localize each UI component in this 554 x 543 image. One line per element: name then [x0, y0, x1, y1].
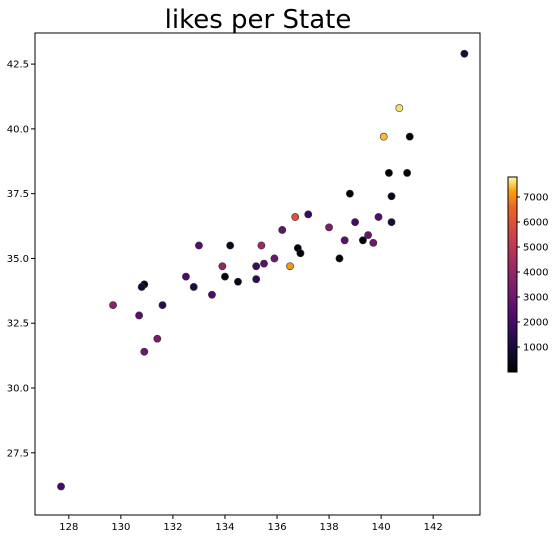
plot-area: 128 130 132 134 136 138 140 142 27.5 30.0 32.5 35.…	[7, 32, 481, 533]
colorbar-tick-label: 7000	[523, 193, 548, 204]
scatter-point	[221, 272, 229, 281]
scatter-point	[270, 254, 279, 263]
x-tick-label: 132	[163, 522, 182, 533]
scatter-point	[208, 290, 216, 299]
y-axis: 27.5 30.0 32.5 35.0 37.5 40.0 42.5	[7, 60, 35, 459]
y-tick-label: 40.0	[7, 124, 29, 135]
colorbar-tick-label: 6000	[523, 218, 548, 229]
y-tick-label: 37.5	[7, 189, 29, 200]
x-tick-label: 134	[215, 522, 234, 533]
scatter-point	[351, 218, 359, 227]
y-tick-label: 35.0	[7, 254, 29, 265]
scatter-point	[195, 241, 203, 250]
scatter-point	[234, 277, 242, 286]
scatter-points	[57, 49, 469, 491]
scatter-point	[405, 132, 414, 141]
scatter-point	[291, 213, 300, 221]
scatter-point	[460, 49, 469, 58]
x-tick-label: 128	[59, 522, 78, 533]
scatter-point	[395, 104, 404, 113]
scatter-point	[304, 210, 313, 219]
colorbar-tick-label: 5000	[523, 243, 548, 254]
x-tick-label: 130	[111, 522, 130, 533]
scatter-point	[260, 259, 268, 268]
scatter-point	[257, 241, 266, 250]
scatter-point	[364, 231, 372, 240]
colorbar: 1000 2000 3000 4000 5000 6000 7000	[507, 176, 548, 373]
scatter-point	[403, 169, 412, 177]
scatter-point	[335, 254, 344, 263]
scatter-point	[109, 301, 117, 309]
scatter-point	[252, 262, 261, 271]
colorbar-ticks: 1000 2000 3000 4000 5000 6000 7000	[517, 193, 548, 354]
x-tick-label: 140	[372, 522, 391, 533]
scatter-point	[57, 482, 65, 491]
colorbar-tick-label: 4000	[523, 268, 548, 279]
scatter-point	[140, 347, 149, 356]
scatter-point	[218, 262, 227, 271]
colorbar-tick-label: 3000	[523, 293, 548, 304]
y-tick-label: 42.5	[7, 60, 29, 71]
scatter-point	[379, 132, 388, 141]
scatter-point	[385, 169, 393, 177]
scatter-point	[182, 272, 190, 281]
scatter-point	[137, 283, 146, 291]
plot-frame	[34, 32, 481, 516]
scatter-point	[189, 283, 198, 291]
x-tick-label: 142	[424, 522, 443, 533]
x-tick-label: 136	[267, 522, 286, 533]
scatter-point	[387, 218, 396, 227]
scatter-point	[369, 239, 378, 247]
scatter-point	[345, 189, 354, 198]
y-tick-label: 30.0	[7, 384, 29, 395]
scatter-point	[158, 301, 167, 309]
scatter-point	[296, 249, 305, 258]
colorbar-tick-label: 1000	[523, 343, 548, 354]
y-tick-label: 32.5	[7, 319, 29, 330]
x-tick-label: 138	[320, 522, 339, 533]
scatter-point	[286, 262, 294, 271]
scatter-point	[374, 213, 383, 221]
scatter-point	[226, 241, 235, 250]
scatter-point	[135, 311, 143, 320]
scatter-point	[278, 226, 287, 234]
scatter-point	[252, 275, 261, 284]
x-axis: 128 130 132 134 136 138 140 142	[59, 515, 443, 533]
scatter-point	[358, 236, 367, 245]
scatter-point	[325, 223, 333, 232]
scatter-point	[153, 334, 162, 343]
scatter-point	[340, 236, 349, 245]
scatter-point	[387, 192, 396, 201]
y-tick-label: 27.5	[7, 448, 29, 459]
colorbar-gradient	[507, 176, 518, 373]
colorbar-tick-label: 2000	[523, 318, 548, 329]
chart-title: likes per State	[165, 5, 352, 35]
